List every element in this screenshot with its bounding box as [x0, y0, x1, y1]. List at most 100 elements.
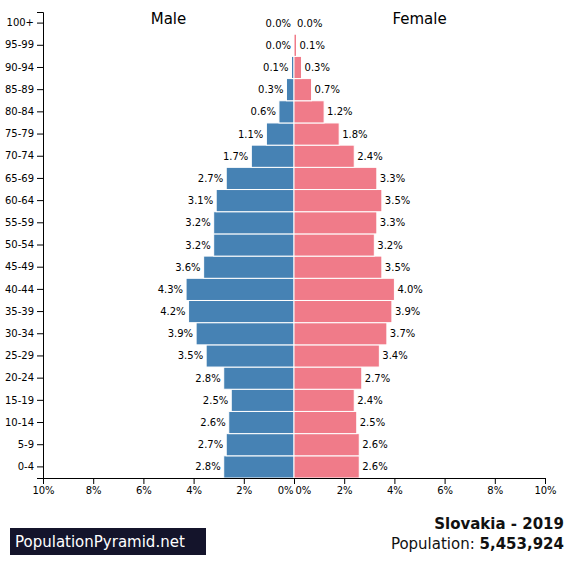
tick-mark: [37, 267, 43, 268]
y-axis: 0-45-910-1415-1920-2425-2930-3435-3940-4…: [5, 13, 44, 479]
tick: 2%: [236, 478, 252, 496]
tick-label: 10%: [534, 485, 556, 496]
tick-label: 80-84: [5, 106, 34, 117]
bar: [216, 190, 294, 212]
tick-label: 4%: [186, 485, 202, 496]
data-label: 0.3%: [258, 84, 283, 95]
tick-label: 0%: [296, 485, 312, 496]
tick-label: 30-34: [5, 328, 34, 339]
tick: 6%: [437, 478, 453, 496]
bar: [251, 145, 294, 167]
data-labels: 2.6%2.6%2.5%2.4%2.7%3.4%3.7%3.9%4.0%3.5%…: [297, 18, 423, 473]
data-label: 2.4%: [357, 151, 382, 162]
legend-label: Female: [392, 10, 446, 28]
data-label: 4.3%: [158, 284, 183, 295]
tick-mark: [37, 444, 43, 445]
legend-label: Male: [151, 10, 187, 28]
tick-mark: [194, 478, 195, 484]
tick-mark: [37, 200, 43, 201]
data-label: 2.7%: [198, 173, 223, 184]
data-label: 3.1%: [188, 195, 213, 206]
tick-label: 40-44: [5, 284, 34, 295]
bar: [226, 167, 294, 189]
axis-line: [295, 479, 546, 485]
tick-label: 8%: [86, 485, 102, 496]
tick: 0%: [295, 478, 312, 496]
bar: [294, 456, 359, 478]
tick-mark: [143, 478, 144, 484]
data-labels: 2.8%2.7%2.6%2.5%2.8%3.5%3.9%4.2%4.3%3.6%…: [158, 18, 291, 473]
tick-label: 2%: [337, 485, 353, 496]
tick-mark: [37, 333, 43, 334]
tick-mark: [37, 422, 43, 423]
bar: [294, 278, 394, 300]
data-label: 2.7%: [365, 373, 390, 384]
data-label: 0.7%: [315, 84, 340, 95]
title: Slovakia - 2019: [434, 515, 564, 533]
tick-label: 85-89: [5, 84, 34, 95]
tick-mark: [37, 178, 43, 179]
data-label: 3.4%: [382, 350, 407, 361]
tick-mark: [37, 378, 43, 379]
tick-mark: [344, 478, 345, 484]
data-label: 0.0%: [266, 40, 291, 51]
bar: [294, 367, 362, 389]
data-label: 3.2%: [185, 217, 210, 228]
tick-label: 8%: [487, 485, 503, 496]
tick-label: 50-54: [5, 239, 34, 250]
tick: 40-44: [5, 284, 43, 295]
bar: [224, 456, 294, 478]
data-label: 3.2%: [377, 240, 402, 251]
tick: 55-59: [5, 217, 43, 228]
bar: [196, 323, 294, 345]
data-label: 1.8%: [342, 129, 367, 140]
bar: [294, 12, 295, 34]
data-label: 3.5%: [385, 262, 410, 273]
tick-label: 95-99: [5, 39, 34, 50]
tick: 30-34: [5, 328, 43, 339]
tick-mark: [37, 466, 43, 467]
tick: 8%: [86, 478, 102, 496]
series-bars: [294, 34, 394, 478]
bar: [294, 79, 312, 101]
bars: [186, 34, 394, 478]
bar: [294, 434, 359, 456]
data-label: 2.6%: [362, 461, 387, 472]
bar: [294, 300, 392, 322]
data-label: 2.8%: [195, 461, 220, 472]
tick: 2%: [337, 478, 353, 496]
bar: [294, 212, 377, 234]
bar: [294, 389, 354, 411]
source: PopulationPyramid.net: [15, 533, 185, 551]
tick-mark: [37, 134, 43, 135]
data-label: 3.6%: [175, 262, 200, 273]
data-label: 3.2%: [185, 240, 210, 251]
x-axis: 0%2%4%6%8%10%: [295, 478, 557, 496]
tick-label: 60-64: [5, 195, 34, 206]
bar: [189, 300, 294, 322]
data-label: 1.1%: [238, 129, 263, 140]
data-label: 4.0%: [397, 284, 422, 295]
tick-mark: [244, 478, 245, 484]
data-label: 3.5%: [178, 350, 203, 361]
tick: 75-79: [5, 128, 43, 139]
tick-mark: [37, 245, 43, 246]
bar: [266, 123, 294, 145]
chart: 2.8%2.7%2.6%2.5%2.8%3.5%3.9%4.2%4.3%3.6%…: [0, 0, 575, 581]
subtitle-part: 5,453,924: [480, 535, 564, 553]
tick-label: 6%: [136, 485, 152, 496]
bar: [294, 145, 354, 167]
bar: [186, 278, 294, 300]
tick-mark: [37, 222, 43, 223]
tick-mark: [545, 478, 546, 484]
data-label: 0.3%: [305, 62, 330, 73]
tick: 0-4: [18, 461, 43, 472]
tick: 4%: [186, 478, 202, 496]
bar: [229, 411, 294, 433]
tick-label: 6%: [437, 485, 453, 496]
tick-label: 10-14: [5, 417, 34, 428]
tick: 10%: [32, 478, 54, 496]
data-label: 3.3%: [380, 217, 405, 228]
tick-mark: [394, 478, 395, 484]
tick-mark: [495, 478, 496, 484]
